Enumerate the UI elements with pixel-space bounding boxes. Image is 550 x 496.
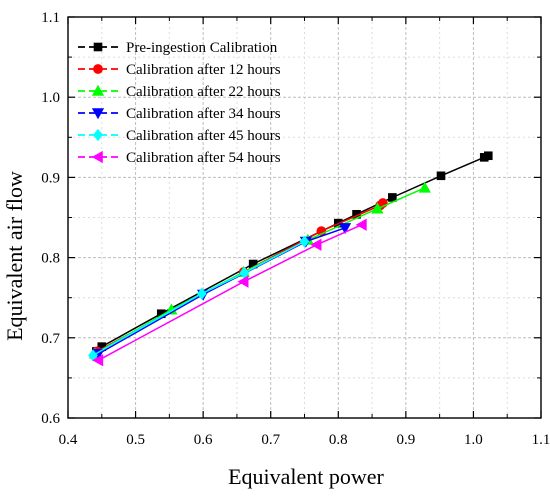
data-point bbox=[92, 354, 104, 367]
x-tick-label: 0.4 bbox=[59, 432, 78, 448]
data-point bbox=[355, 218, 367, 231]
series-layer bbox=[88, 151, 493, 367]
data-point bbox=[88, 349, 98, 362]
y-tick-label: 0.6 bbox=[41, 411, 60, 427]
legend-item: Pre-ingestion Calibration bbox=[78, 40, 278, 56]
x-axis-label: Equivalent power bbox=[228, 464, 384, 489]
data-point bbox=[338, 223, 352, 235]
series-5 bbox=[88, 235, 310, 362]
legend-item: Calibration after 12 hours bbox=[78, 62, 281, 78]
legend-label: Calibration after 45 hours bbox=[126, 128, 281, 144]
y-tick-label: 1.0 bbox=[41, 90, 60, 106]
x-tick-label: 0.9 bbox=[396, 432, 415, 448]
series-line bbox=[95, 155, 489, 352]
data-point bbox=[436, 171, 446, 181]
y-tick-label: 1.1 bbox=[41, 10, 60, 26]
x-tick-label: 1.0 bbox=[464, 432, 483, 448]
legend-marker bbox=[93, 64, 103, 74]
data-point bbox=[299, 235, 310, 248]
y-tick-label: 0.9 bbox=[41, 170, 60, 186]
x-tick-label: 0.6 bbox=[194, 432, 213, 448]
legend-label: Calibration after 54 hours bbox=[126, 150, 281, 166]
y-tick-label: 0.7 bbox=[41, 331, 60, 347]
data-point bbox=[196, 287, 207, 300]
x-tick-label: 0.7 bbox=[261, 432, 280, 448]
series-line bbox=[98, 224, 363, 361]
legend-marker bbox=[91, 84, 105, 96]
legend-marker bbox=[91, 108, 105, 120]
axis-ticks bbox=[67, 16, 542, 419]
legend-label: Calibration after 34 hours bbox=[126, 106, 281, 122]
y-axis-label: Equivalent air flow bbox=[2, 171, 27, 341]
data-point bbox=[418, 181, 431, 193]
legend-label: Pre-ingestion Calibration bbox=[126, 40, 278, 56]
data-point bbox=[310, 238, 322, 251]
legend-item: Calibration after 34 hours bbox=[78, 106, 281, 122]
legend-marker bbox=[93, 42, 103, 52]
legend-label: Calibration after 12 hours bbox=[126, 62, 281, 78]
data-point bbox=[483, 151, 493, 161]
legend-marker bbox=[93, 128, 103, 142]
legend-label: Calibration after 22 hours bbox=[126, 84, 281, 100]
legend-marker bbox=[91, 150, 103, 164]
tick-labels: 0.4 0.5 0.6 0.7 0.8 0.9 1.0 1.1 0.6 0.7 0.8 0.9 1.0 1… bbox=[41, 10, 550, 448]
x-tick-label: 0.5 bbox=[126, 432, 145, 448]
series-6 bbox=[92, 218, 367, 367]
data-point bbox=[371, 202, 384, 214]
y-tick-label: 0.8 bbox=[41, 251, 60, 267]
legend: Pre-ingestion Calibration Calibration aft… bbox=[78, 40, 281, 166]
legend-item: Calibration after 22 hours bbox=[78, 84, 281, 100]
x-tick-label: 0.8 bbox=[329, 432, 348, 448]
x-tick-label: 1.1 bbox=[532, 432, 550, 448]
series-1 bbox=[92, 151, 493, 356]
data-point bbox=[237, 275, 249, 288]
legend-item: Calibration after 45 hours bbox=[78, 128, 281, 144]
legend-item: Calibration after 54 hours bbox=[78, 150, 281, 166]
series-line bbox=[92, 240, 305, 357]
